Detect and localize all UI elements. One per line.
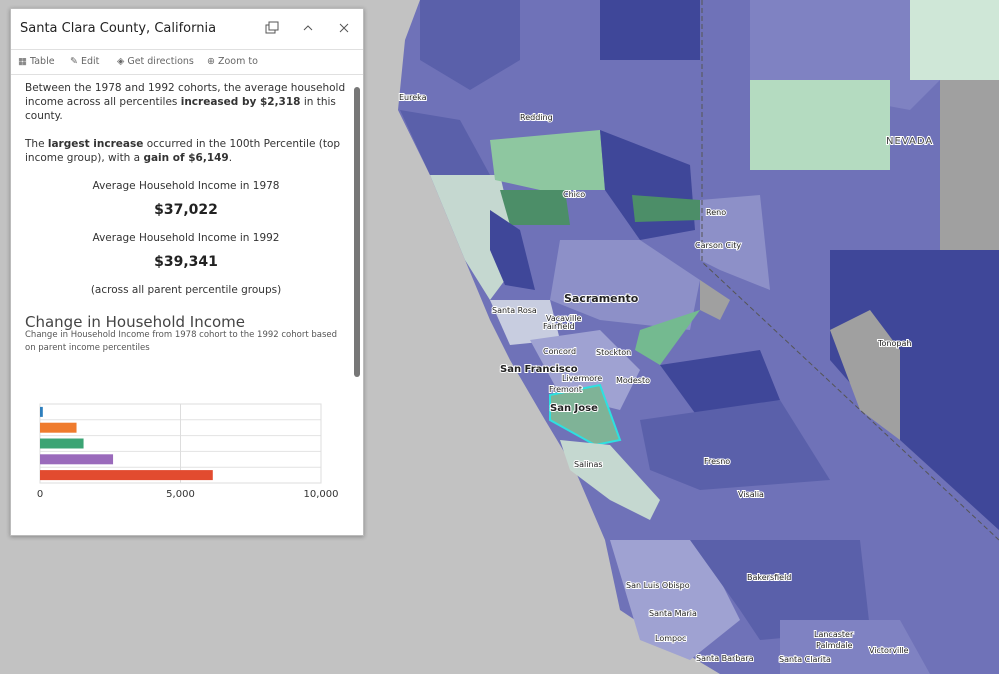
bar: [40, 470, 213, 481]
map-label: Stockton: [596, 348, 631, 357]
bar: [40, 438, 84, 449]
bar: [40, 422, 77, 433]
text: increased by $2,318: [180, 96, 301, 108]
map-label: Chico: [563, 190, 585, 199]
stat-label: Average Household Income in 1978: [92, 180, 280, 192]
note: (across all parent percentile groups): [90, 284, 282, 296]
x-tick-label: 0: [37, 489, 43, 500]
map-label: Fremont: [549, 385, 582, 394]
map-label: Salinas: [574, 460, 603, 469]
map-label: Santa Rosa: [492, 306, 537, 315]
map-label: Livermore: [562, 374, 602, 383]
popup-title: Santa Clara County, California: [20, 21, 217, 36]
bar: [40, 406, 43, 417]
map-label: NEVADA: [886, 136, 933, 147]
map-label: Bakersfield: [747, 573, 791, 582]
map-label: Lancaster: [814, 630, 854, 639]
map-label: Vacaville: [546, 314, 581, 323]
stat-value: $37,022: [154, 202, 218, 218]
popup: Santa Clara County, California ▦ Table ✎…: [10, 8, 364, 536]
scrollbar[interactable]: [354, 87, 360, 377]
text: largest increase: [47, 138, 144, 150]
map-label: Eureka: [399, 93, 427, 102]
map-label: Sacramento: [564, 292, 639, 305]
text: .: [228, 152, 233, 164]
chart-title: Change in Household Income: [25, 313, 245, 331]
collapse-button[interactable]: [301, 21, 315, 35]
stat-value: $39,341: [154, 254, 218, 270]
map-label: Santa Barbara: [696, 654, 754, 663]
largest: The largest increase occurred in the 100…: [25, 137, 347, 165]
map-label: Fairfield: [543, 322, 575, 331]
summary: Between the 1978 and 1992 cohorts, the a…: [25, 81, 347, 123]
dock-button[interactable]: [265, 21, 279, 35]
x-tick-label: 10,000: [304, 489, 339, 500]
map-label: Carson City: [695, 241, 741, 250]
popup-header: Santa Clara County, California: [11, 9, 363, 50]
chart-subtitle: Change in Household Income from 1978 coh…: [25, 330, 338, 353]
bar: [40, 454, 114, 465]
map-label: Palmdale: [816, 641, 853, 650]
map-label: Modesto: [616, 376, 650, 385]
map-label: Visalia: [738, 490, 764, 499]
text: The: [25, 138, 48, 150]
stat-label: Average Household Income in 1992: [92, 232, 280, 244]
x-tick-label: 5,000: [166, 489, 195, 500]
map-label: Santa Clarita: [779, 655, 831, 664]
text: occurred in the 100th Percentile (top in…: [25, 138, 341, 164]
text: gain of $6,149: [143, 152, 229, 164]
text: in this county.: [25, 96, 336, 122]
zoom-action[interactable]: ⊕ Zoom to: [207, 56, 258, 67]
map-label: Santa Maria: [649, 609, 697, 618]
map-label: Victorville: [869, 646, 909, 655]
edit-action[interactable]: ✎ Edit: [70, 56, 100, 67]
popup-content: Between the 1978 and 1992 cohorts, the a…: [25, 81, 347, 355]
map-label: Tonopah: [877, 339, 911, 348]
toolbar: ▦ Table ✎ Edit ◈ Get directions ⊕ Zoom t…: [11, 50, 363, 75]
map-label: Concord: [543, 347, 576, 356]
map-label: San Francisco: [500, 364, 578, 375]
action-label: Zoom to: [217, 56, 258, 67]
map-label: Redding: [520, 113, 553, 122]
map-label: Lompoc: [655, 634, 686, 643]
action-label: Edit: [80, 56, 100, 67]
map-label: Reno: [706, 208, 726, 217]
table-action[interactable]: ▦ Table: [18, 56, 55, 67]
action-label: Table: [30, 56, 55, 67]
map-label: Fresno: [704, 457, 730, 466]
directions-action[interactable]: ◈ Get directions: [117, 56, 194, 67]
text: Between the 1978 and 1992 cohorts, the a…: [25, 82, 346, 108]
map-label: San Luis Obispo: [626, 581, 690, 590]
action-label: Get directions: [127, 56, 194, 67]
map-label: San Jose: [550, 403, 598, 414]
close-button[interactable]: [337, 21, 351, 35]
chart: 0 5,000 10,000: [37, 403, 339, 500]
